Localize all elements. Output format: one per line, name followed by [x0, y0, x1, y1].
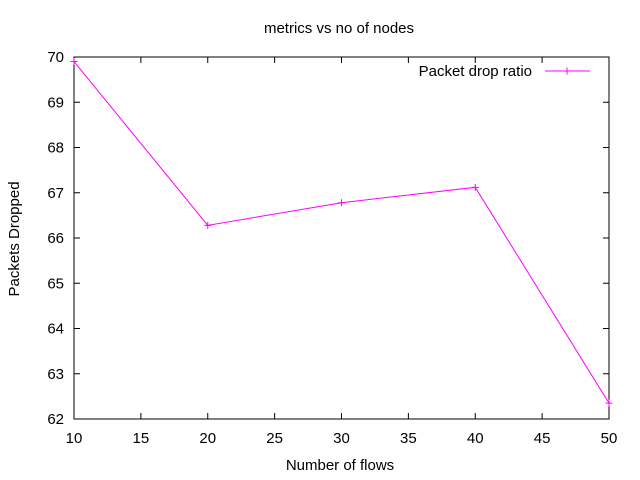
- y-axis-label: Packets Dropped: [6, 181, 23, 296]
- data-point: [471, 183, 479, 191]
- x-axis: 10 15 20 25 30 35 40 45 50: [66, 57, 618, 447]
- y-axis: 62 63 64 65 66 67 68 69 70: [47, 49, 609, 428]
- chart-title: metrics vs no of nodes: [264, 20, 414, 37]
- x-tick-label: 20: [199, 430, 216, 447]
- series-layer: [70, 58, 613, 407]
- y-tick-label: 68: [47, 140, 64, 157]
- x-tick-label: 45: [534, 430, 551, 447]
- y-tick-label: 66: [47, 230, 64, 247]
- x-tick-label: 35: [400, 430, 417, 447]
- x-tick-label: 50: [601, 430, 618, 447]
- data-point: [204, 221, 212, 229]
- y-tick-label: 63: [47, 366, 64, 383]
- legend: Packet drop ratio: [419, 63, 590, 80]
- x-tick-label: 30: [333, 430, 350, 447]
- y-tick-label: 62: [47, 411, 64, 428]
- data-point: [605, 399, 613, 407]
- y-tick-label: 69: [47, 94, 64, 111]
- x-tick-label: 10: [66, 430, 83, 447]
- data-point: [338, 199, 345, 207]
- y-tick-label: 64: [47, 321, 64, 338]
- y-tick-label: 70: [47, 49, 64, 66]
- y-tick-label: 67: [47, 185, 64, 202]
- x-tick-label: 15: [133, 430, 150, 447]
- series-line: [73, 61, 610, 404]
- data-point: [70, 58, 78, 66]
- legend-label: Packet drop ratio: [419, 63, 532, 80]
- x-tick-label: 25: [266, 430, 283, 447]
- plot-area-frame: [73, 56, 610, 420]
- y-tick-label: 65: [47, 275, 64, 292]
- legend-marker: [563, 67, 571, 75]
- x-axis-label: Number of flows: [286, 457, 394, 474]
- x-tick-label: 40: [467, 430, 484, 447]
